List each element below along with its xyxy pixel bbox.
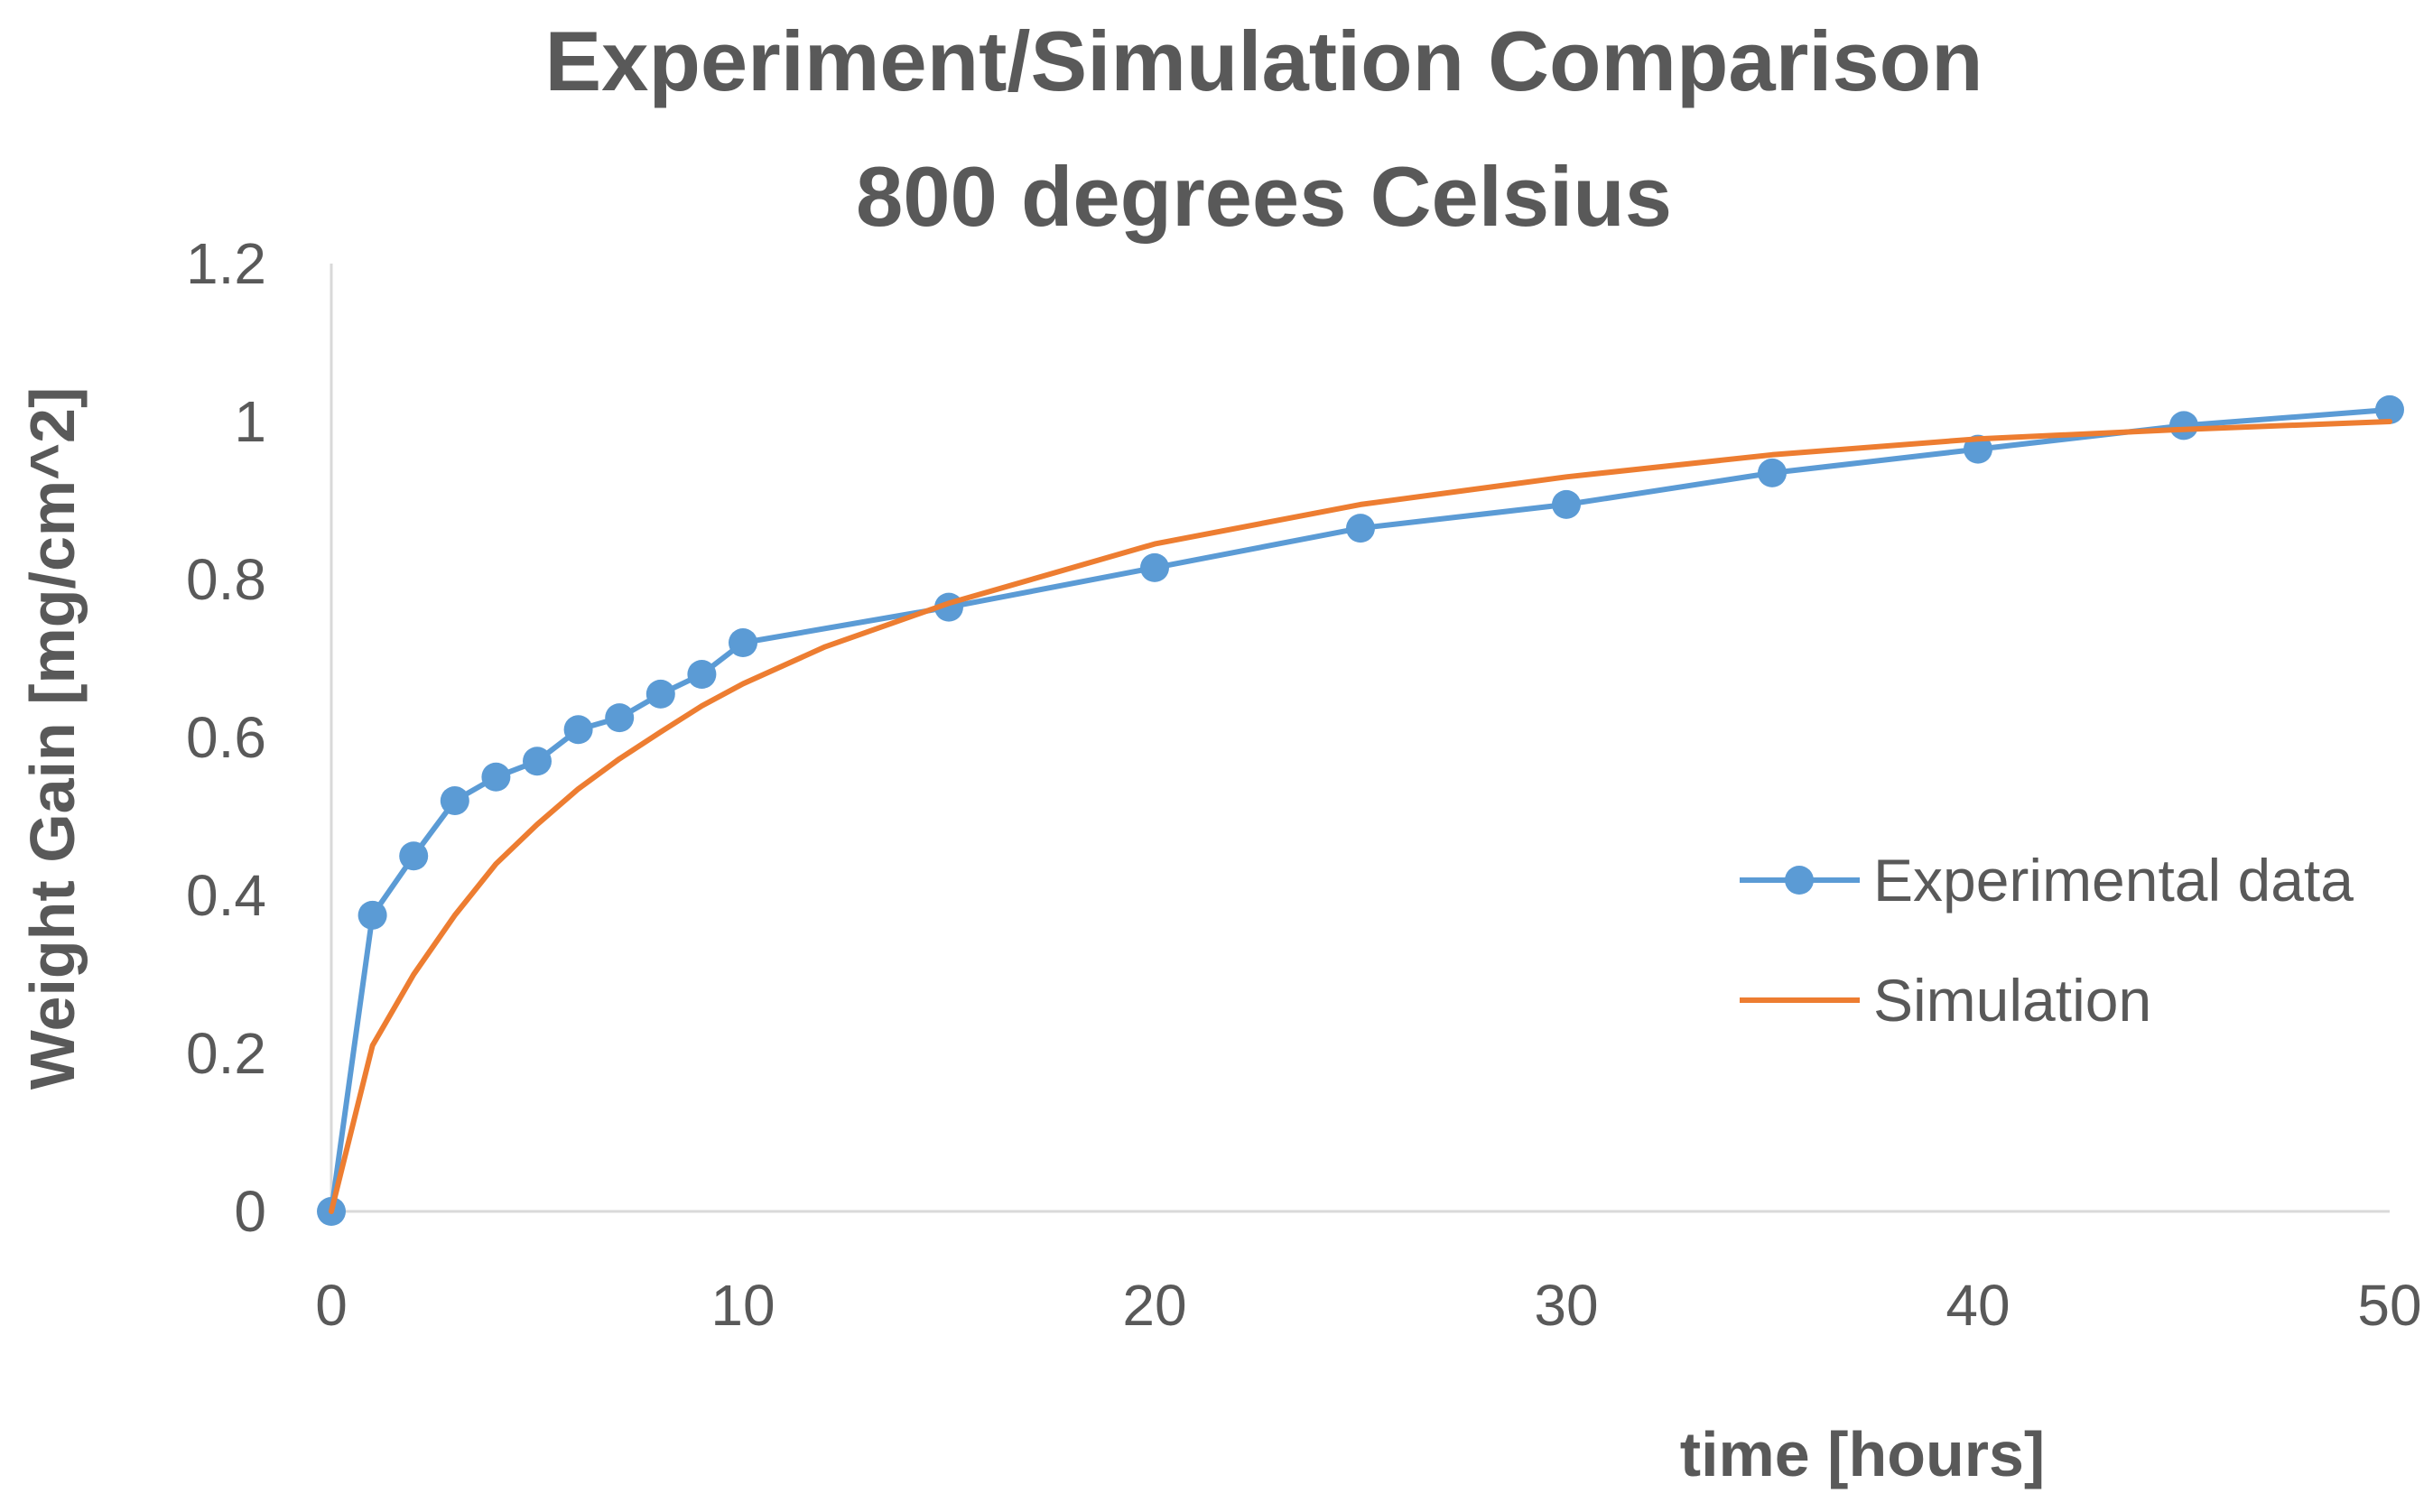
data-point-experimental-data	[729, 628, 757, 657]
plot-area	[317, 394, 2404, 1226]
data-point-experimental-data	[2169, 411, 2198, 441]
chart-title-line-1: Experiment/Simulation Comparison	[544, 14, 1983, 108]
data-point-experimental-data	[687, 660, 717, 689]
x-tick-label: 10	[710, 1273, 775, 1338]
y-axis-title: Weight Gain [mg/cm^2]	[17, 387, 88, 1090]
x-tick-label: 20	[1122, 1273, 1186, 1338]
x-axis-title: time [hours]	[1680, 1419, 2045, 1489]
data-point-experimental-data	[440, 786, 469, 815]
data-point-experimental-data	[2375, 394, 2404, 424]
data-point-experimental-data	[481, 762, 511, 792]
data-point-experimental-data	[523, 747, 552, 776]
legend-label: Experimental data	[1873, 847, 2354, 914]
legend-swatch-marker	[1785, 866, 1814, 895]
x-tick-label: 0	[315, 1273, 348, 1338]
y-tick-labels: 0 0.2 0.4 0.6 0.8 1 1.2	[186, 231, 266, 1244]
data-point-experimental-data	[563, 715, 593, 745]
data-point-experimental-data	[399, 841, 429, 871]
x-tick-label: 30	[1534, 1273, 1598, 1338]
y-tick-label: 0.2	[186, 1021, 266, 1086]
legend: Experimental data Simulation	[1740, 847, 2354, 1034]
data-point-experimental-data	[358, 900, 387, 930]
y-tick-label: 0.6	[186, 705, 266, 770]
y-tick-label: 1	[234, 389, 266, 454]
series-line-simulation	[329, 419, 2392, 1214]
y-tick-label: 1.2	[186, 231, 266, 296]
y-tick-label: 0.4	[186, 863, 266, 928]
data-point-experimental-data	[1552, 489, 1581, 519]
data-point-experimental-data	[1346, 514, 1375, 543]
data-point-experimental-data	[1140, 552, 1169, 582]
data-point-experimental-data	[1758, 458, 1787, 487]
x-tick-label: 40	[1945, 1273, 2010, 1338]
y-tick-label: 0.8	[186, 547, 266, 612]
y-tick-label: 0	[234, 1179, 266, 1244]
legend-label: Simulation	[1873, 967, 2151, 1034]
data-point-experimental-data	[645, 679, 675, 709]
x-tick-label: 50	[2357, 1273, 2421, 1338]
data-point-experimental-data	[605, 703, 635, 733]
chart-title-line-2: 800 degrees Celsius	[856, 149, 1672, 244]
x-tick-labels: 0 10 20 30 40 50	[315, 1273, 2421, 1338]
